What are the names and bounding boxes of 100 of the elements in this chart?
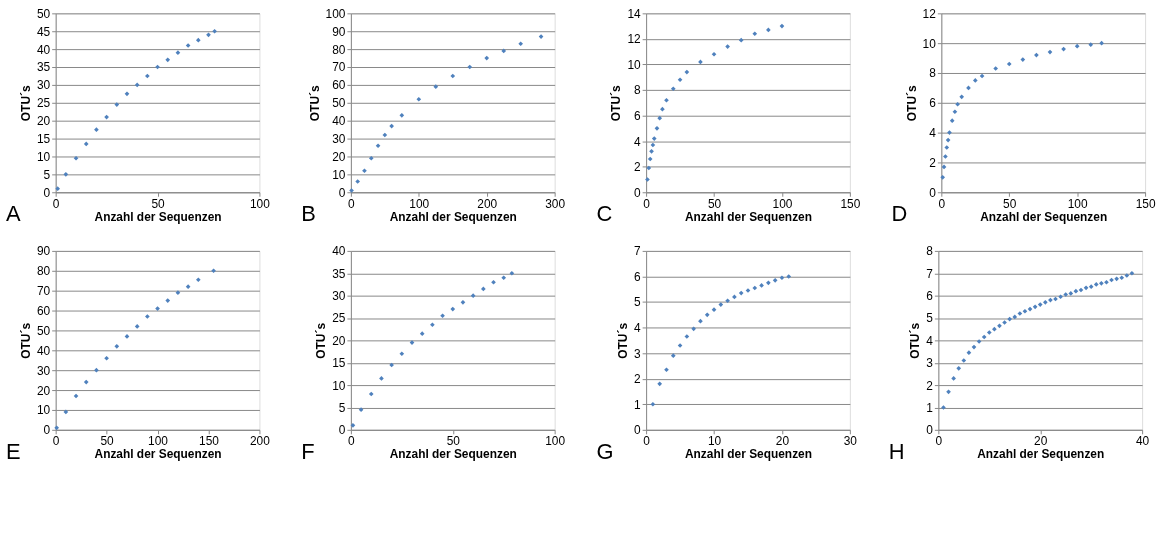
y-tick-label: 20: [332, 333, 346, 348]
point: [649, 149, 654, 154]
y-axis-title: OTU´s: [18, 322, 33, 359]
point: [484, 55, 490, 61]
y-tick-label: 80: [332, 42, 346, 57]
text: E: [5, 438, 21, 464]
point: [145, 314, 150, 319]
x-tick-label: 50: [707, 196, 722, 211]
point: [772, 277, 778, 283]
point: [698, 318, 703, 324]
point: [1061, 46, 1066, 52]
point: [956, 365, 962, 371]
y-tick-label: 30: [36, 78, 51, 93]
point: [350, 423, 356, 428]
y-tick-label: 10: [36, 149, 51, 164]
y-tick-label: 0: [338, 423, 346, 438]
y-tick-label: 1: [926, 400, 934, 415]
point: [460, 300, 466, 305]
point: [1099, 281, 1104, 286]
point: [134, 82, 140, 88]
y-tick-label: 0: [634, 185, 642, 200]
y-tick-label: 4: [634, 321, 642, 336]
point: [732, 294, 737, 300]
point: [684, 69, 690, 75]
point: [399, 112, 405, 118]
point: [206, 32, 211, 38]
text: H: [888, 438, 905, 464]
x-tick-label: 100: [772, 196, 793, 211]
point: [155, 306, 160, 311]
text: D: [891, 201, 908, 227]
x-tick-label: 150: [840, 196, 861, 211]
point: [94, 127, 99, 132]
y-tick-label: 60: [36, 304, 51, 319]
y-tick-label: 10: [922, 36, 937, 51]
point: [104, 114, 109, 120]
y-tick-label: 10: [627, 57, 642, 72]
y-tick-label: 1: [634, 397, 642, 412]
x-axis-title: Anzahl der Sequenzen: [980, 209, 1108, 224]
x-axis-title: Anzahl der Sequenzen: [94, 447, 222, 462]
y-tick-label: 15: [36, 132, 51, 147]
point: [212, 28, 217, 34]
y-tick-label: 50: [36, 323, 51, 338]
point: [491, 279, 496, 285]
point: [947, 130, 952, 135]
point: [1114, 276, 1119, 282]
point: [355, 179, 361, 184]
x-axis-title: Anzahl der Sequenzen: [389, 209, 517, 224]
point: [651, 136, 657, 141]
text: A: [5, 201, 21, 227]
y-axis-title: OTU´s: [904, 85, 919, 122]
x-tick-label: 200: [477, 196, 498, 211]
point: [955, 101, 960, 107]
point: [997, 323, 1002, 329]
point: [1007, 316, 1012, 322]
point: [1027, 306, 1033, 312]
y-tick-label: 20: [36, 114, 51, 129]
point: [779, 23, 785, 29]
x-tick-label: 20: [1034, 434, 1048, 449]
point: [134, 324, 140, 329]
y-tick-label: 25: [332, 311, 346, 326]
point: [362, 168, 367, 174]
point: [711, 307, 717, 313]
point: [946, 389, 951, 395]
y-tick-label: 0: [43, 185, 51, 200]
point: [470, 293, 476, 298]
point: [450, 73, 456, 79]
point: [779, 275, 785, 281]
point: [358, 407, 364, 413]
point: [94, 367, 99, 373]
y-tick-label: 50: [36, 6, 51, 21]
x-tick-label: 200: [250, 434, 271, 449]
point: [738, 290, 744, 296]
point: [509, 270, 515, 276]
y-tick-label: 0: [929, 185, 937, 200]
x-tick-label: 100: [1067, 196, 1088, 211]
point: [1088, 42, 1094, 47]
x-tick-label: 0: [348, 434, 356, 449]
point: [1058, 294, 1063, 300]
point: [175, 50, 181, 56]
point: [951, 376, 956, 381]
y-tick-label: 50: [332, 96, 346, 111]
y-tick-label: 45: [36, 24, 51, 39]
point: [501, 48, 507, 54]
y-tick-label: 12: [922, 6, 937, 21]
x-tick-label: 30: [843, 434, 858, 449]
point: [1037, 302, 1043, 307]
point: [1012, 314, 1018, 320]
point: [416, 96, 422, 102]
y-tick-label: 3: [634, 346, 642, 361]
y-tick-label: 20: [36, 383, 51, 398]
point: [73, 393, 79, 399]
y-tick-label: 4: [926, 333, 934, 348]
text: B: [301, 201, 316, 227]
y-axis-title: OTU´s: [314, 322, 329, 359]
y-tick-label: 6: [929, 96, 937, 111]
x-tick-label: 100: [148, 434, 169, 449]
point: [1093, 282, 1099, 287]
point: [752, 31, 758, 37]
x-axis-title: Anzahl der Sequenzen: [389, 447, 517, 462]
point: [943, 154, 948, 159]
